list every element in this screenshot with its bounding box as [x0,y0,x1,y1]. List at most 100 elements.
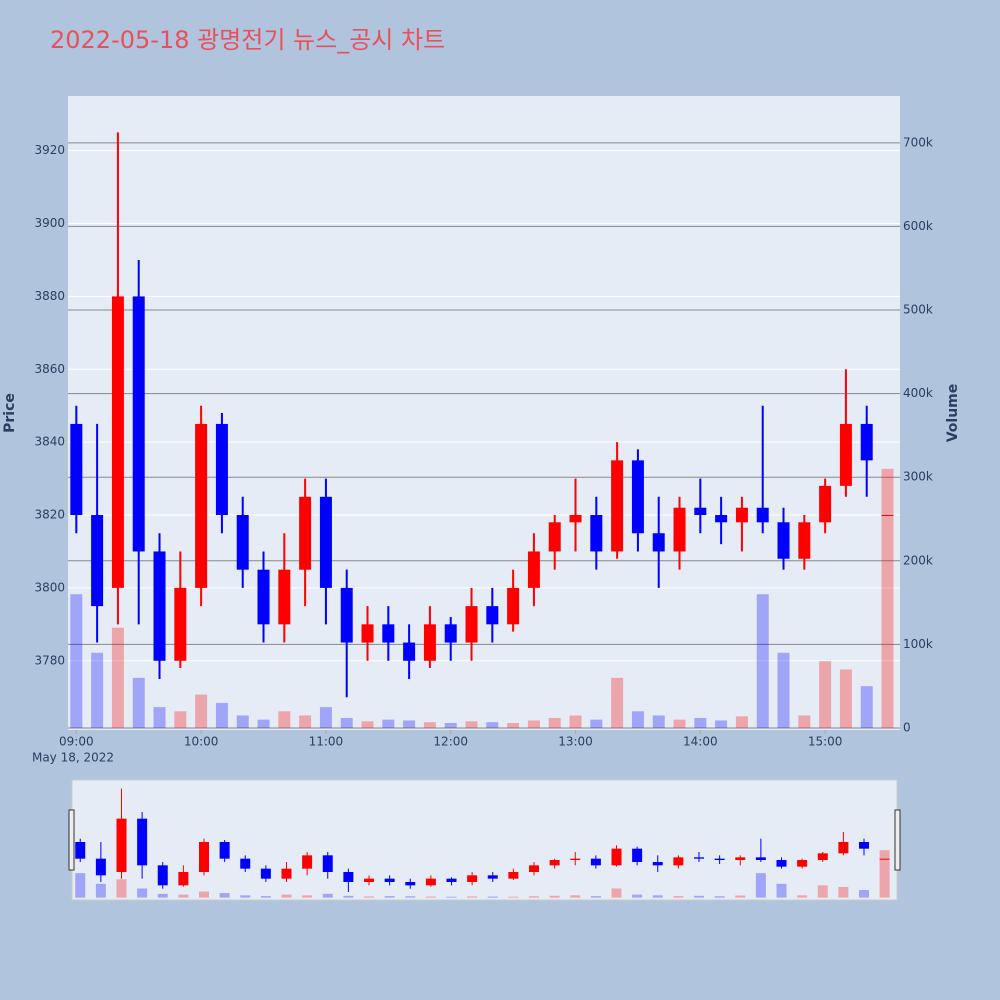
candle-body [777,522,790,559]
volume-bar [507,722,520,728]
y-tick-label: 3840 [34,435,65,449]
candle-body [487,875,498,879]
volume-bar [174,711,187,728]
candle-body [819,485,832,523]
volume-bar [278,711,291,728]
candle-body [219,842,230,859]
candle-body [157,865,168,886]
plot-area [68,96,900,730]
candle-body [299,496,312,570]
x-tick-label: 14:00 [683,735,718,749]
candle-body [527,551,540,588]
candle-body [879,858,890,860]
candle-body [611,460,624,552]
volume-bar [673,719,686,728]
x-tick-label: 15:00 [808,735,843,749]
volume-bar [361,721,374,728]
x-tick-label: 13:00 [558,735,593,749]
volume-bar [714,896,725,898]
candle-body [570,858,581,860]
volume-bar [444,722,457,728]
candle-body [174,587,187,661]
candle-body [322,855,333,872]
volume-bar [529,896,539,898]
volume-bar [487,896,498,898]
candle-body [95,858,106,876]
candle-body [405,882,416,886]
volume-bar [132,677,145,728]
candle-body [137,818,148,866]
candle-body [756,507,769,523]
range-slider[interactable] [71,779,898,901]
volume-bar [111,627,124,728]
y2-tick-label: 600k [903,219,933,233]
y2-tick-label: 500k [903,303,933,317]
candle-body [673,507,686,552]
range-handle-right[interactable] [894,809,901,871]
volume-bar [694,717,707,728]
volume-bar [611,888,622,898]
volume-bar [446,896,457,898]
candle-body [631,460,644,534]
candle-body [236,515,249,570]
candle-body [444,624,457,643]
candle-body [281,868,292,879]
volume-bar [798,715,811,728]
volume-bar [215,702,228,728]
volume-bar [382,719,395,728]
y-tick-label: 3900 [34,216,65,230]
candle-body [673,857,684,866]
volume-bar [486,722,499,728]
volume-bar [652,715,665,728]
volume-bar [694,895,704,898]
volume-bar [240,895,251,898]
candle-body [838,842,849,854]
candle-body [632,848,643,862]
candle-body [403,642,416,661]
volume-bar [384,896,395,898]
candle-body [529,865,539,872]
volume-bar [508,896,519,898]
volume-bar [423,722,436,728]
candle-body [70,423,83,516]
candle-body [508,872,519,879]
volume-bar [860,686,873,728]
volume-bar [838,886,849,898]
volume-bar [735,716,748,728]
candle-body [797,860,808,867]
candle-body [715,515,728,523]
volume-bar [425,896,436,898]
x-tick-label: 09:00 [59,735,94,749]
candle-body [215,423,228,516]
y2-axis-title: Volume [945,384,961,443]
volume-bar [673,896,684,898]
candle-body [384,878,395,882]
y2-tick-label: 200k [903,553,933,567]
volume-bar [776,883,787,898]
candle-body [382,624,395,643]
candle-body [278,569,291,625]
volume-bar [178,894,189,898]
volume-bar [590,896,601,898]
candle-body [195,423,208,588]
y-tick-label: 3920 [34,143,65,157]
candle-body [465,606,478,643]
candle-body [735,507,748,523]
candle-body [486,606,499,625]
x-tick-label: 12:00 [433,735,468,749]
candle-body [755,857,766,860]
volume-bar [260,896,271,898]
y-tick-label: 3880 [34,289,65,303]
range-handle-left[interactable] [68,809,75,871]
volume-bar [819,661,832,728]
volume-bar [652,895,663,898]
candle-body [340,587,353,643]
candle-body [817,853,828,860]
y-tick-label: 3800 [34,580,65,594]
volume-bar [839,669,852,728]
volume-bar [777,652,790,728]
y-tick-label: 3860 [34,362,65,376]
volume-bar [257,719,270,728]
candle-body [319,496,332,588]
x-date-label: May 18, 2022 [32,751,114,765]
